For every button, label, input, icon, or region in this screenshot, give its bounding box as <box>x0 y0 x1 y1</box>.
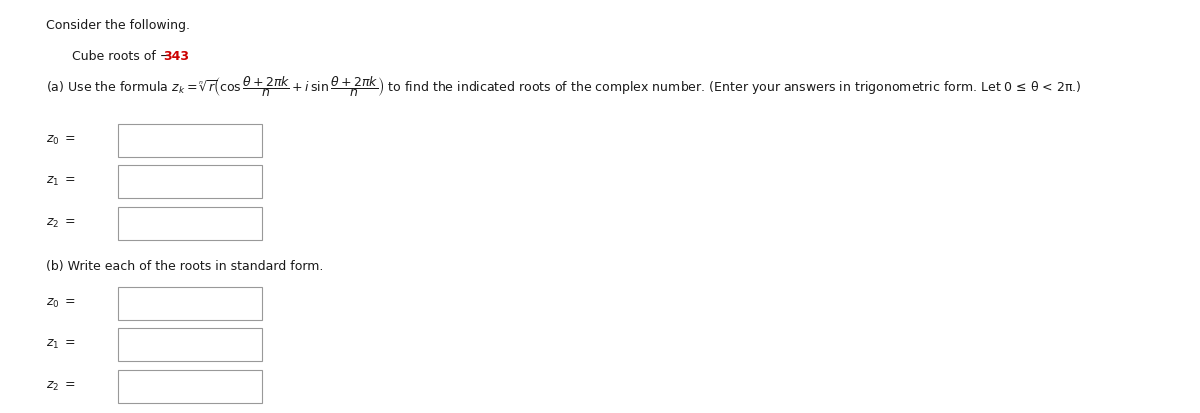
Text: $z_1$ $=$: $z_1$ $=$ <box>46 175 76 188</box>
FancyBboxPatch shape <box>118 206 262 240</box>
Text: Cube roots of −: Cube roots of − <box>72 50 170 62</box>
Text: $z_2$ $=$: $z_2$ $=$ <box>46 380 76 393</box>
FancyBboxPatch shape <box>118 124 262 157</box>
Text: $z_0$ $=$: $z_0$ $=$ <box>46 134 76 147</box>
Text: (a) Use the formula $z_k = \sqrt[n]{r}\!\left(\mathrm{cos}\,\dfrac{\theta + 2\pi: (a) Use the formula $z_k = \sqrt[n]{r}\!… <box>46 74 1081 99</box>
Text: $z_1$ $=$: $z_1$ $=$ <box>46 338 76 351</box>
FancyBboxPatch shape <box>118 287 262 320</box>
Text: $z_2$ $=$: $z_2$ $=$ <box>46 216 76 230</box>
FancyBboxPatch shape <box>118 370 262 403</box>
Text: Consider the following.: Consider the following. <box>46 19 190 31</box>
Text: (b) Write each of the roots in standard form.: (b) Write each of the roots in standard … <box>46 260 323 273</box>
FancyBboxPatch shape <box>118 328 262 361</box>
Text: 343: 343 <box>163 50 190 62</box>
Text: $z_0$ $=$: $z_0$ $=$ <box>46 297 76 310</box>
FancyBboxPatch shape <box>118 165 262 198</box>
